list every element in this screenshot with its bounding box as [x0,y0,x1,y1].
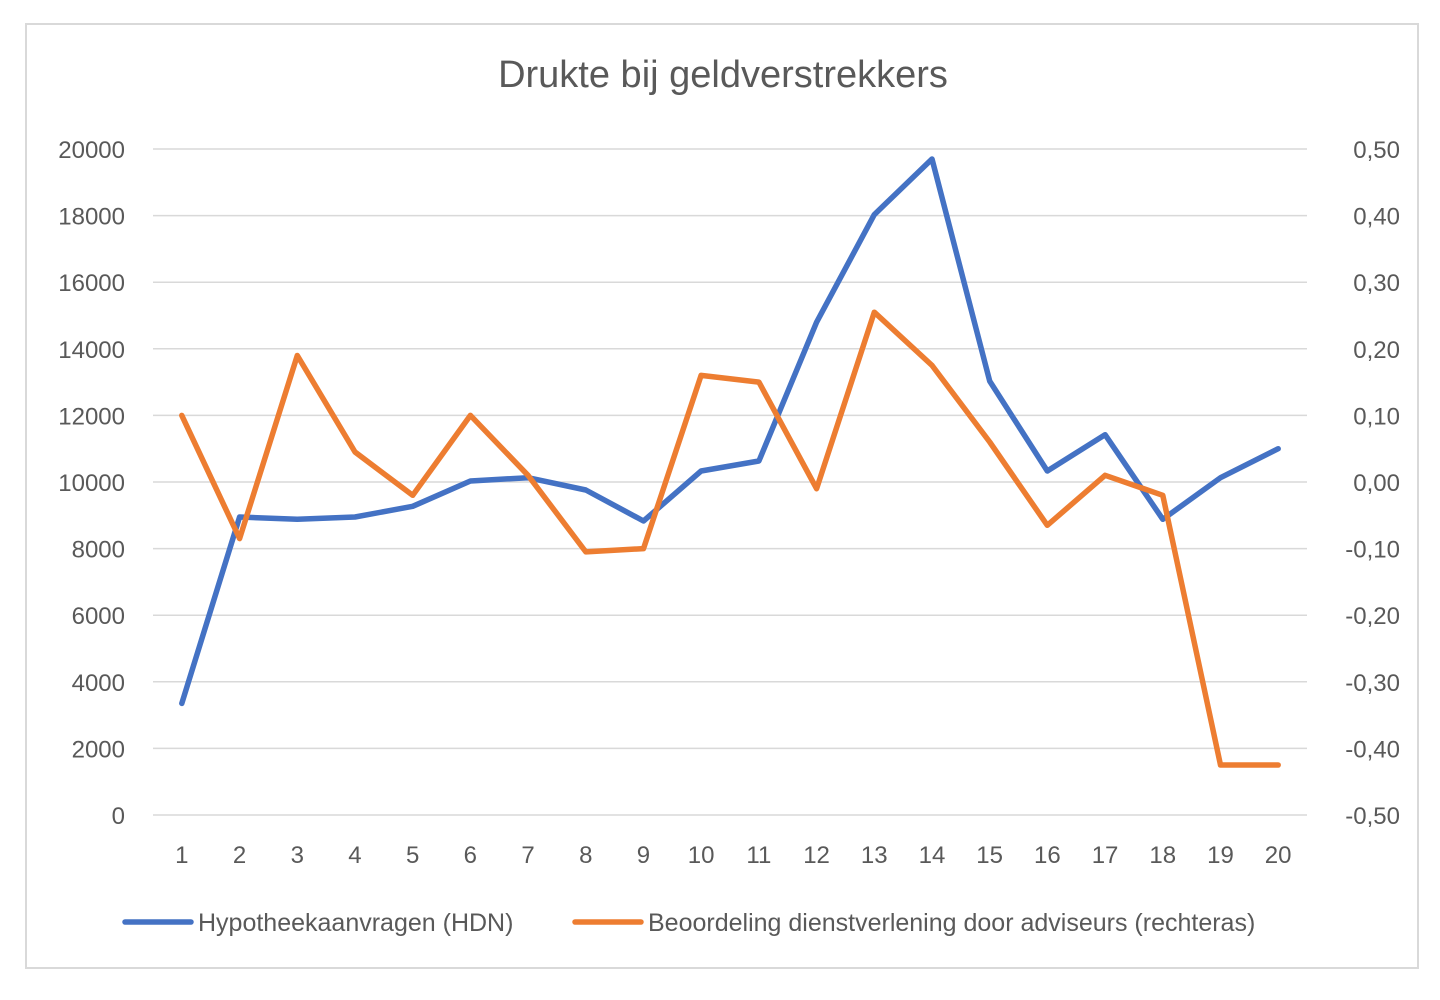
legend-label-1: Hypotheekaanvragen (HDN) [198,909,513,937]
right-tick-label: -0,40 [1345,736,1400,763]
right-tick-label: 0,10 [1353,403,1400,430]
x-tick-label: 5 [406,842,419,869]
x-tick-label: 18 [1149,842,1176,869]
x-tick-label: 16 [1034,842,1061,869]
x-tick-label: 6 [464,842,477,869]
right-tick-label: 0,40 [1353,204,1400,231]
left-tick-label: 14000 [58,337,125,364]
x-tick-label: 3 [291,842,304,869]
series-line-2 [179,309,1281,768]
x-tick-label: 15 [976,842,1003,869]
right-tick-label: -0,20 [1345,603,1400,630]
right-y-axis: -0,50 -0,40 -0,30 -0,20 -0,10 0,00 0,10 0,20 0,3… [1345,137,1400,830]
left-tick-label: 10000 [58,470,125,497]
right-tick-label: 0,00 [1353,470,1400,497]
right-tick-label: -0,50 [1345,803,1400,830]
x-tick-label: 19 [1207,842,1234,869]
left-tick-label: 6000 [72,603,125,630]
legend: Hypotheekaanvragen (HDN) Beoordeling dien… [122,909,1255,937]
right-tick-label: -0,30 [1345,670,1400,697]
x-tick-label: 7 [521,842,534,869]
x-tick-label: 4 [348,842,361,869]
left-y-axis: 0 2000 4000 6000 8000 10000 12000 14000 16000 180… [58,137,125,830]
chart-title: Drukte bij geldverstrekkers [498,54,948,96]
x-tick-label: 9 [637,842,650,869]
series-lines [179,156,1281,768]
right-tick-label: -0,10 [1345,537,1400,564]
x-tick-label: 1 [175,842,188,869]
left-tick-label: 20000 [58,137,125,164]
left-tick-label: 0 [112,803,125,830]
left-tick-label: 2000 [72,736,125,763]
right-tick-label: 0,50 [1353,137,1400,164]
left-tick-label: 8000 [72,537,125,564]
x-axis: 1 2 3 4 5 6 7 8 9 10 11 12 13 14 15 16 17 18 19 20 [175,842,1291,869]
x-tick-label: 10 [688,842,715,869]
legend-label-2: Beoordeling dienstverlening door adviseu… [648,909,1255,937]
left-tick-label: 12000 [58,403,125,430]
x-tick-label: 17 [1092,842,1119,869]
gridlines [153,148,1307,816]
x-tick-label: 8 [579,842,592,869]
left-tick-label: 16000 [58,270,125,297]
right-tick-label: 0,30 [1353,270,1400,297]
x-tick-label: 13 [861,842,888,869]
x-tick-label: 14 [919,842,946,869]
x-tick-label: 2 [233,842,246,869]
right-tick-label: 0,20 [1353,337,1400,364]
x-tick-label: 20 [1265,842,1292,869]
x-tick-label: 12 [803,842,830,869]
left-tick-label: 18000 [58,204,125,231]
left-tick-label: 4000 [72,670,125,697]
series-line-1 [179,156,1281,707]
x-tick-label: 11 [746,842,771,869]
chart-frame [25,23,1419,969]
